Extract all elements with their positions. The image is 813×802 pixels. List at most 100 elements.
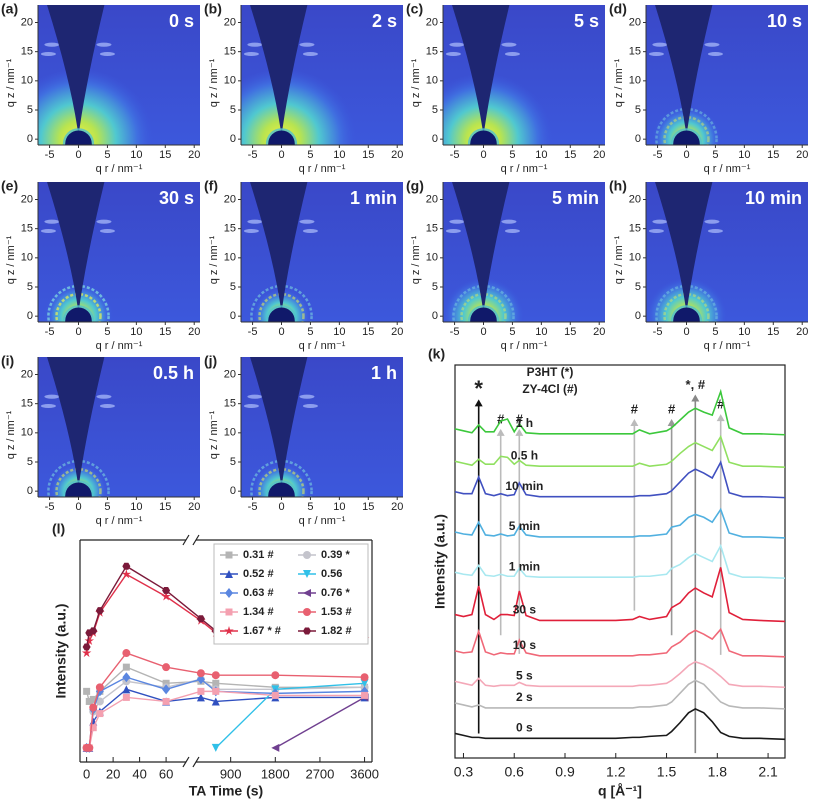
marker <box>95 683 104 692</box>
panel-label: (d) <box>609 1 627 17</box>
marker <box>95 607 104 615</box>
x-tick-label: 0 <box>683 326 689 338</box>
y-tick-label: 10 <box>426 252 438 264</box>
x-tick-label: 15 <box>362 501 374 513</box>
lamella-streak <box>243 228 259 234</box>
missing-wedge <box>47 182 105 313</box>
x-tick-label: 10 <box>130 326 142 338</box>
x-axis-label: TA Time (s) <box>189 783 263 799</box>
lamella-streak <box>299 394 315 399</box>
axis-break <box>182 756 190 768</box>
lamella-streak <box>501 42 517 47</box>
lamella-streak <box>299 42 315 47</box>
x-tick-label: 0.6 <box>504 764 524 780</box>
beamstop <box>268 130 295 145</box>
time-label: 10 s <box>767 11 802 31</box>
x-tick-label: 20 <box>391 149 403 161</box>
beamstop <box>65 307 92 322</box>
y-axis-label: q z / nm⁻¹ <box>5 58 17 107</box>
y-tick-label: 20 <box>21 368 33 380</box>
lamella-streak <box>247 42 263 47</box>
marker <box>196 674 205 685</box>
x-axis-label: q r / nm⁻¹ <box>704 340 751 352</box>
x-tick-label: 15 <box>362 149 374 161</box>
marker <box>360 679 369 688</box>
y-tick-label: 15 <box>426 223 438 235</box>
y-tick-label: 5 <box>27 104 33 116</box>
x-tick-label: 20 <box>391 501 403 513</box>
missing-wedge <box>47 5 105 136</box>
y-tick-label: 10 <box>21 75 33 87</box>
x-tick-label: -5 <box>248 326 258 338</box>
profile-line <box>454 388 786 436</box>
image <box>241 357 403 497</box>
marker <box>122 672 131 683</box>
arrow-head <box>496 428 505 436</box>
x-tick-label: 10 <box>333 501 345 513</box>
time-label: 2 s <box>372 11 397 31</box>
lamella-streak <box>504 228 520 234</box>
x-tick-label: 10 <box>535 149 547 161</box>
x-tick-label: 20 <box>796 149 808 161</box>
marker <box>89 627 98 635</box>
trace-label: 1 h <box>516 416 533 430</box>
legend-label: 1.53 # <box>321 606 352 618</box>
lamella-streak <box>243 51 259 57</box>
x-tick-label: -5 <box>248 149 258 161</box>
x-tick-label: 0 <box>83 766 90 781</box>
legend-marker <box>303 570 311 578</box>
y-tick-label: 10 <box>426 75 438 87</box>
image <box>241 182 403 322</box>
peak-label: # <box>668 401 676 416</box>
time-label: 1 min <box>350 188 397 208</box>
x-tick-label: 1800 <box>261 766 290 781</box>
x-tick-label: 15 <box>564 149 576 161</box>
arrow-head <box>667 419 676 427</box>
x-tick-label: 15 <box>159 326 171 338</box>
x-tick-label: 20 <box>593 149 605 161</box>
x-tick-label: 0 <box>480 149 486 161</box>
beamstop <box>673 130 700 145</box>
time-label: 10 min <box>745 188 802 208</box>
image <box>38 5 200 145</box>
image <box>38 182 200 322</box>
lamella-streak <box>449 42 465 47</box>
lamella-streak <box>44 394 60 399</box>
x-tick-label: 0 <box>75 326 81 338</box>
marker <box>196 615 205 623</box>
y-tick-label: 15 <box>426 46 438 58</box>
marker <box>361 691 369 699</box>
y-tick-label: 10 <box>629 75 641 87</box>
y-tick-label: 10 <box>224 427 236 439</box>
legend-label: 0.63 # <box>243 587 274 599</box>
marker <box>212 687 220 695</box>
marker <box>197 687 205 695</box>
x-tick-label: 0.3 <box>454 764 474 780</box>
marker <box>162 684 171 695</box>
beamstop <box>268 307 295 322</box>
image <box>443 5 605 145</box>
x-tick-label: 15 <box>159 149 171 161</box>
y-tick-label: 20 <box>629 193 641 205</box>
x-tick-label: 1.5 <box>657 764 677 780</box>
x-tick-label: 20 <box>188 501 200 513</box>
x-tick-label: -5 <box>653 326 663 338</box>
y-tick-label: 0 <box>432 310 438 322</box>
plot-frame <box>454 364 786 759</box>
x-tick-label: 900 <box>220 766 242 781</box>
x-tick-label: 0.9 <box>555 764 575 780</box>
marker <box>122 685 131 694</box>
marker <box>122 649 131 658</box>
trace-label: 5 s <box>516 668 533 682</box>
marker <box>122 562 131 570</box>
x-axis-label: q r / nm⁻¹ <box>96 163 143 175</box>
y-axis-label: q z / nm⁻¹ <box>208 410 220 459</box>
legend-marker <box>303 608 311 616</box>
x-tick-label: 5 <box>509 326 515 338</box>
time-label: 1 h <box>371 363 397 383</box>
y-axis-label: q z / nm⁻¹ <box>5 410 17 459</box>
profile-line <box>454 627 786 658</box>
x-tick-label: 5 <box>712 149 718 161</box>
marker <box>162 697 170 705</box>
